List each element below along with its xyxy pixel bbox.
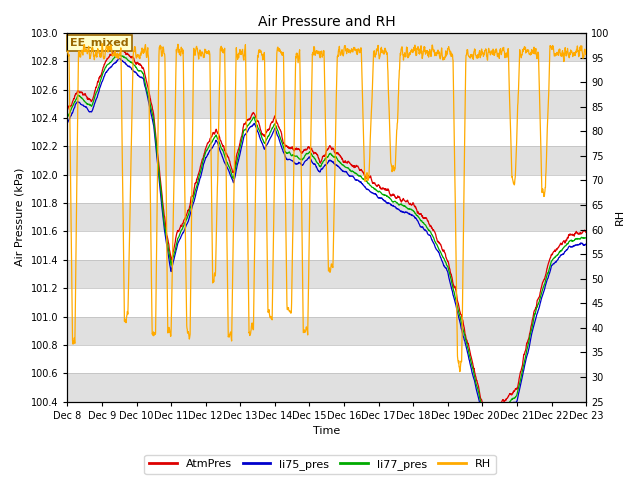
Bar	[67, 260, 586, 288]
Legend: AtmPres, li75_pres, li77_pres, RH: AtmPres, li75_pres, li77_pres, RH	[145, 455, 495, 474]
Y-axis label: Air Pressure (kPa): Air Pressure (kPa)	[15, 168, 25, 266]
Text: EE_mixed: EE_mixed	[70, 38, 129, 48]
Y-axis label: RH: RH	[615, 209, 625, 225]
Bar	[67, 33, 586, 61]
Bar	[67, 203, 586, 231]
Title: Air Pressure and RH: Air Pressure and RH	[258, 15, 396, 29]
X-axis label: Time: Time	[313, 426, 340, 436]
Bar	[67, 373, 586, 402]
Bar	[67, 90, 586, 118]
Bar	[67, 316, 586, 345]
Bar	[67, 146, 586, 175]
